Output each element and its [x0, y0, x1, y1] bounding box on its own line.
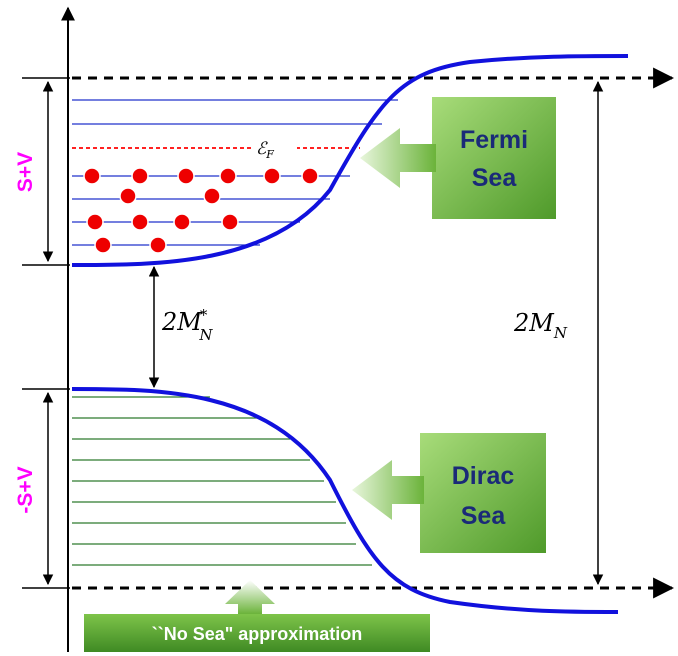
negative-energy-curve — [71, 387, 619, 614]
no-sea-arrow — [225, 580, 275, 614]
fermi-sea-title: Fermi — [460, 126, 528, 154]
particle — [83, 167, 101, 185]
fermi-sea-subtitle: Sea — [472, 164, 518, 192]
particles — [83, 167, 319, 254]
fermi-sea-arrow — [360, 128, 436, 188]
no-sea-label: ``No Sea" approximation — [152, 624, 363, 644]
potential-label-top: S+V — [14, 152, 37, 192]
dirac-sea-arrow — [352, 460, 424, 520]
no-sea-box — [84, 614, 430, 652]
dirac-sea-title: Dirac — [452, 462, 515, 490]
particle — [149, 236, 167, 254]
no-sea-callout: ``No Sea" approximation — [84, 580, 430, 652]
fermi-sea-callout: Fermi Sea — [360, 97, 556, 219]
full-gap-label-bg — [510, 305, 594, 345]
particle — [131, 213, 149, 231]
particle — [263, 167, 281, 185]
particle — [301, 167, 319, 185]
particle — [219, 167, 237, 185]
particle — [119, 187, 137, 205]
dirac-sea-callout: Dirac Sea — [352, 433, 546, 553]
potential-label-bottom: -S+V — [14, 466, 37, 513]
effective-gap-label: 2M* N — [161, 306, 213, 344]
dirac-levels — [72, 396, 372, 566]
positive-energy-curve — [71, 54, 629, 267]
particle — [203, 187, 221, 205]
dirac-sea-subtitle: Sea — [461, 502, 507, 530]
fermi-energy-label-bg — [251, 138, 297, 158]
dirac-sea-box — [420, 433, 546, 553]
particle — [86, 213, 104, 231]
particle — [177, 167, 195, 185]
particle — [94, 236, 112, 254]
particle — [131, 167, 149, 185]
particle — [173, 213, 191, 231]
fermi-sea-box — [432, 97, 556, 219]
particle — [221, 213, 239, 231]
